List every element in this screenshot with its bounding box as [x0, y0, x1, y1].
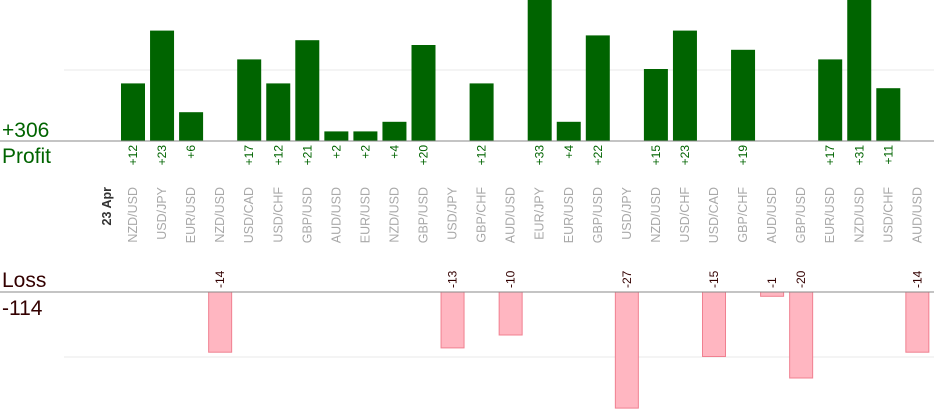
category-label: USD/JPY	[620, 186, 634, 239]
loss-bar	[789, 291, 814, 379]
profit-bar	[556, 121, 581, 141]
profit-value-label: +6	[184, 145, 198, 159]
loss-value-label: -13	[446, 270, 460, 288]
category-label: GBP/USD	[300, 187, 314, 243]
loss-bar	[702, 291, 726, 357]
category-label: NZD/USD	[126, 187, 140, 243]
category-label: USD/JPY	[446, 186, 460, 239]
category-label: NZD/USD	[852, 187, 866, 243]
loss-bars	[208, 291, 930, 409]
category-label: NZD/USD	[387, 187, 401, 243]
category-label: AUD/USD	[765, 187, 779, 243]
category-label: NZD/USD	[213, 187, 227, 243]
profit-bar	[818, 59, 843, 141]
profit-total: +306	[2, 119, 49, 142]
profit-value-label: +19	[736, 145, 750, 166]
loss-value-label: -14	[910, 270, 924, 288]
loss-value-labels: -14 -13 -10 -27 -15 -1 -20 -14	[213, 270, 924, 288]
loss-bar	[440, 291, 465, 349]
category-label: GBP/USD	[794, 187, 808, 243]
gridlines	[64, 69, 934, 358]
profit-value-label: +4	[387, 145, 401, 159]
loss-bar	[614, 291, 639, 409]
profit-bar	[672, 30, 697, 142]
category-label: AUD/USD	[910, 187, 924, 243]
category-label: GBP/USD	[417, 187, 431, 243]
profit-value-label: +23	[155, 145, 169, 166]
loss-value-label: -20	[794, 270, 808, 288]
profit-value-label: +23	[678, 145, 692, 166]
profit-bar	[353, 131, 378, 141]
category-label: USD/JPY	[155, 186, 169, 239]
profit-bar	[121, 83, 145, 141]
profit-value-label: +12	[271, 145, 285, 166]
category-label: EUR/JPY	[533, 186, 547, 239]
profit-bar	[469, 83, 494, 141]
category-label: USD/CAD	[242, 187, 256, 243]
loss-value-label: -1	[765, 277, 779, 288]
profit-bar	[382, 121, 407, 141]
loss-value-label: -15	[707, 270, 721, 288]
category-label: EUR/USD	[358, 187, 372, 243]
profit-value-label: +22	[591, 145, 605, 166]
date-label: 23 Apr	[100, 187, 114, 226]
profit-value-label: +17	[823, 145, 837, 166]
category-label: EUR/USD	[562, 187, 576, 243]
profit-value-label: +11	[881, 145, 895, 165]
loss-bar	[498, 291, 523, 336]
loss-total: -114	[2, 297, 43, 320]
category-label: USD/CHF	[881, 187, 895, 243]
profit-bar	[876, 88, 901, 141]
category-label: GBP/CHF	[475, 187, 489, 243]
profit-value-label: +2	[329, 145, 343, 159]
loss-value-label: -10	[504, 270, 518, 288]
profit-bar	[150, 30, 175, 142]
profit-bar	[324, 131, 349, 141]
category-labels: NZD/USD USD/JPY EUR/USD NZD/USD USD/CAD USD/C…	[126, 186, 924, 243]
loss-bar	[760, 291, 785, 297]
profit-bar	[411, 45, 436, 141]
profit-bar	[295, 40, 320, 142]
profit-bar	[585, 35, 610, 141]
profit-value-label: +12	[475, 145, 489, 166]
loss-value-label: -14	[213, 270, 227, 288]
category-label: EUR/USD	[184, 187, 198, 243]
profit-bar	[847, 0, 872, 142]
category-label: USD/CAD	[707, 187, 721, 243]
profit-label: Profit	[2, 145, 51, 168]
loss-value-label: -27	[620, 270, 634, 288]
category-label: GBP/CHF	[736, 187, 750, 243]
profit-value-label: +33	[533, 145, 547, 166]
profit-value-label: +4	[562, 145, 576, 159]
profit-value-labels: +12 +23 +6 +17 +12 +21 +2 +2 +4 +20 +12 +33 +4 +22 +15…	[126, 145, 895, 166]
profit-value-label: +12	[126, 145, 140, 166]
loss-bar	[905, 291, 930, 353]
profit-value-label: +20	[417, 145, 431, 166]
category-label: EUR/USD	[823, 187, 837, 243]
profit-bar	[179, 112, 204, 141]
category-label: USD/CHF	[271, 187, 285, 243]
category-label: USD/CHF	[678, 187, 692, 243]
profit-value-label: +17	[242, 145, 256, 166]
profit-bars	[121, 0, 901, 142]
category-label: NZD/USD	[649, 187, 663, 243]
profit-value-label: +21	[300, 145, 314, 166]
profit-bar	[731, 49, 756, 141]
profit-value-label: +31	[852, 145, 866, 166]
profit-bar	[237, 59, 262, 141]
loss-label: Loss	[2, 269, 46, 292]
loss-bar	[208, 291, 233, 353]
category-label: AUD/USD	[329, 187, 343, 243]
profit-bar	[643, 69, 668, 141]
profit-value-label: +2	[358, 145, 372, 159]
profit-bar	[527, 0, 552, 141]
profit-value-label: +15	[649, 145, 663, 166]
profit-bar	[266, 83, 291, 141]
category-label: AUD/USD	[504, 187, 518, 243]
category-label: GBP/USD	[591, 187, 605, 243]
